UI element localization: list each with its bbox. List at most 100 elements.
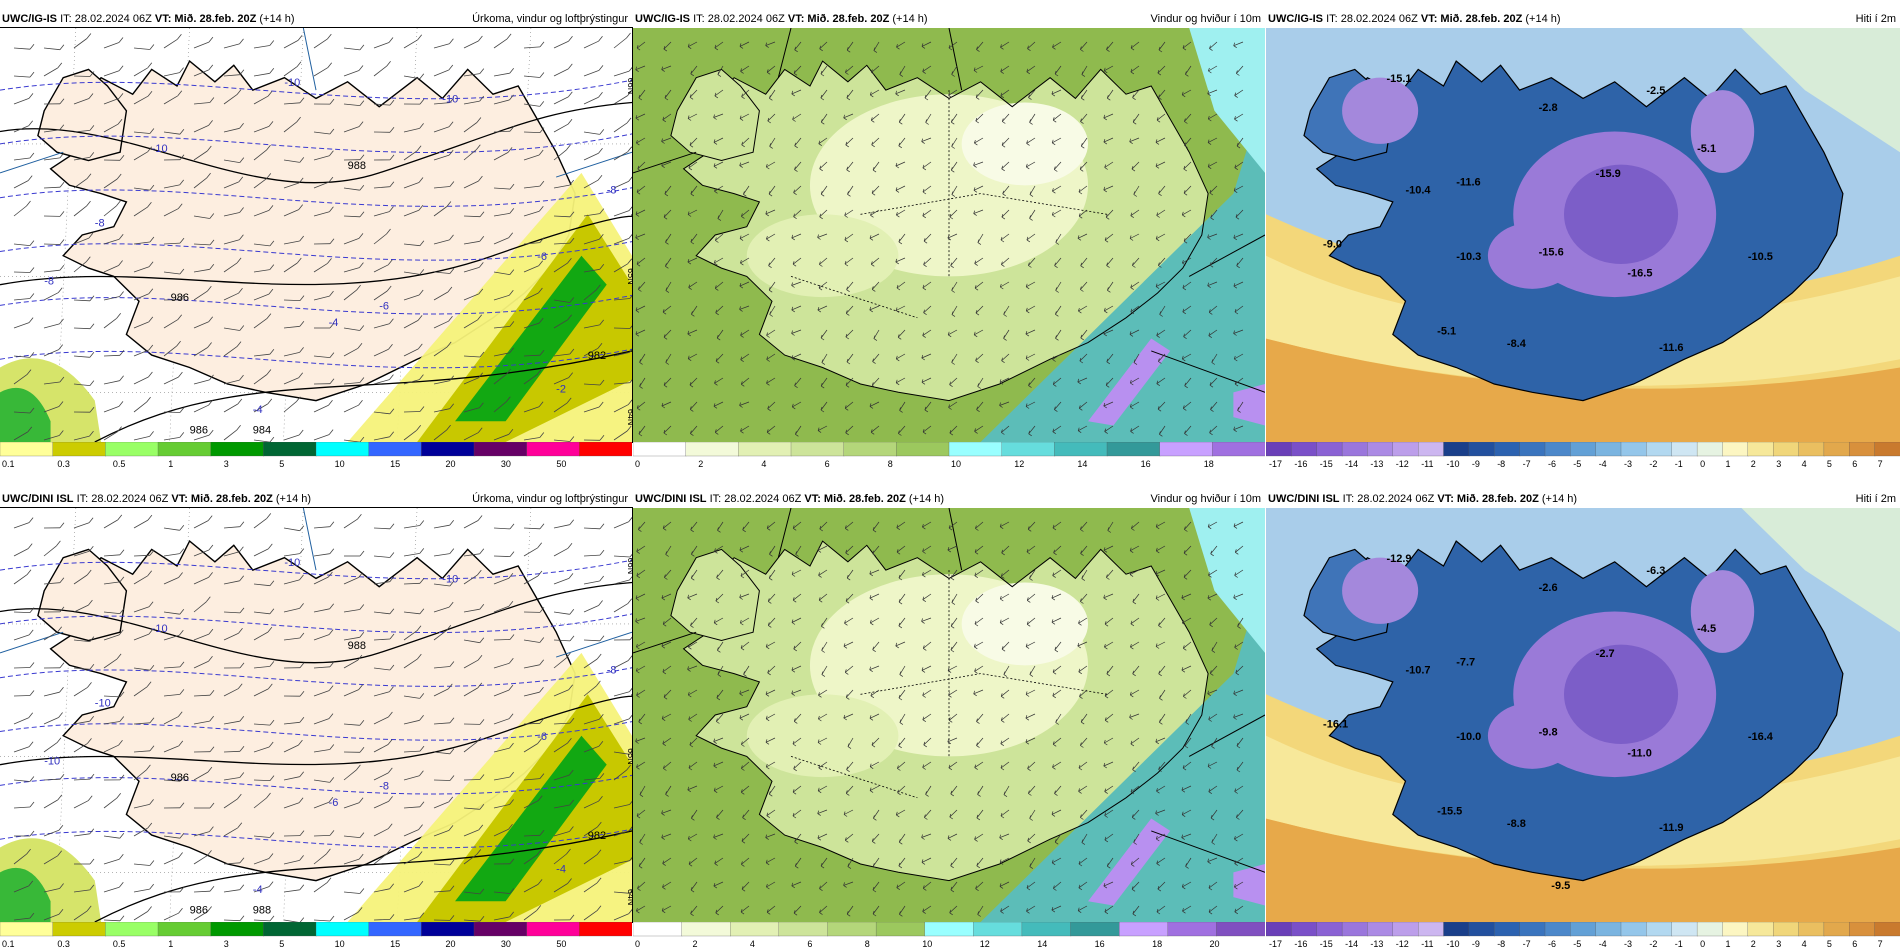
temp-map-panel: UWC/IG-IS IT: 28.02.2024 06Z VT: Mið. 28… <box>1266 10 1900 470</box>
isotherm-label: -10 <box>152 623 168 635</box>
latitude-label: 64N <box>626 889 632 906</box>
colorbar-tick-label: 8 <box>888 459 893 469</box>
colorbar-segment <box>948 442 1003 457</box>
colorbar-tick-label: -2 <box>1649 459 1657 469</box>
isotherm-label: -4 <box>556 863 566 875</box>
colorbar-segment <box>778 922 829 937</box>
colorbar-segment <box>1696 922 1724 937</box>
isotherm-label: -10 <box>442 94 458 106</box>
colorbar-tick-label: 6 <box>1852 939 1857 949</box>
colorbar-segment <box>368 442 423 457</box>
colorbar-segment <box>0 922 54 937</box>
colorbar-segment <box>1418 922 1445 937</box>
colorbar-tick-label: 3 <box>1776 939 1781 949</box>
colorbar-tick-label: 20 <box>1210 939 1220 949</box>
colorbar-tick-label: -15 <box>1320 459 1333 469</box>
init-time: IT: 28.02.2024 06Z <box>709 493 802 505</box>
colorbar-container: 0 2 4 6 8 10 12 14 16 18 20 <box>633 922 1265 950</box>
colorbar-segment <box>1570 922 1597 937</box>
precip-map[interactable]: 988 986 986 982 984 -10 -10 -10 -8 -8 -8 -6 -6 -4 -2 -4… <box>0 27 633 443</box>
wind-arrows <box>635 41 1244 437</box>
meridians <box>633 508 1265 873</box>
colorbar-tick-label: 10 <box>335 459 345 469</box>
temperature-value-label: -6.3 <box>1646 565 1665 577</box>
colorbar-segment <box>1519 442 1546 457</box>
colorbar-segment <box>105 442 159 457</box>
wind-map[interactable] <box>633 508 1265 922</box>
colorbar-segment <box>1443 442 1470 457</box>
colorbar-tick-label: 15 <box>390 939 400 949</box>
colorbar-tick-label: 3 <box>1776 459 1781 469</box>
temperature-value-label: -10.5 <box>1748 251 1773 263</box>
colorbar-tick-label: 10 <box>951 459 961 469</box>
colorbar-segment <box>421 922 475 937</box>
model-name: UWC/DINI ISL <box>1268 493 1340 505</box>
colorbar-tick-label: -16 <box>1294 939 1307 949</box>
colorbar-segment <box>579 922 632 937</box>
init-time: IT: 28.02.2024 06Z <box>693 13 785 25</box>
colorbar-segment <box>1468 922 1495 937</box>
isotherm-label: -8 <box>607 665 617 677</box>
colorbar-segment <box>1823 922 1850 937</box>
colorbar-tick-label: 3 <box>224 459 229 469</box>
init-time: IT: 28.02.2024 06Z <box>60 13 152 25</box>
colorbar-tick-label: -12 <box>1396 459 1409 469</box>
colorbar-segment <box>1519 922 1546 937</box>
temperature-value-label: -11.9 <box>1659 822 1683 834</box>
westfjords-coastline <box>670 548 760 642</box>
temperature-fill <box>1266 28 1900 442</box>
colorbar-tick-label: 12 <box>980 939 990 949</box>
colorbar-tick-label: -15 <box>1320 939 1333 949</box>
colorbar-segment <box>1316 442 1343 457</box>
colorbar-segment <box>473 922 528 937</box>
colorbar-segment <box>1216 922 1265 937</box>
colorbar-tick-label: -9 <box>1472 939 1480 949</box>
colorbar-segment <box>924 922 974 937</box>
lead-time: (+14 h) <box>275 493 312 505</box>
temperature-value-label: -4.5 <box>1697 623 1716 635</box>
colorbar-segment <box>263 922 317 937</box>
wind-barbs <box>13 513 632 922</box>
colorbar-tick-label: -14 <box>1345 939 1358 949</box>
colorbar-segment <box>1722 442 1749 457</box>
colorbar-container: 0 2 4 6 8 10 12 14 16 18 <box>633 442 1265 470</box>
panel-run-info: UWC/IG-IS IT: 28.02.2024 06Z VT: Mið. 28… <box>2 10 295 28</box>
colorbar-segment <box>1570 442 1597 457</box>
precipitation-fill <box>0 652 632 922</box>
temp-map[interactable]: -15.1 -2.8 -2.5 -5.1 -15.9 -11.6 -10.4 -9.0 -10.… <box>1266 28 1900 442</box>
isotherm-label: -6 <box>379 301 389 313</box>
colorbar-tick-label: 2 <box>698 459 703 469</box>
isobars <box>0 581 632 922</box>
precip-map[interactable]: 988 986 986 982 988 -10 -10 -10 -10 -10 -8 -8 -6 -6 -4… <box>0 507 633 923</box>
colorbar-tick-label: 0 <box>1700 939 1705 949</box>
colorbar-tick-label: -9 <box>1472 459 1480 469</box>
isotherm-label: -10 <box>44 756 60 768</box>
colorbar-segment <box>1544 922 1572 937</box>
isotherm-label: -4 <box>253 884 263 896</box>
temp-map[interactable]: -12.9 -2.6 -6.3 -4.5 -2.7 -7.7 -10.7 -16.1 -10.0… <box>1266 508 1900 922</box>
colorbar-segment <box>1291 922 1318 937</box>
isobar-label: 988 <box>348 160 366 172</box>
isobar-label: 988 <box>253 905 271 917</box>
lead-time: (+14 h) <box>892 13 928 25</box>
isotherm-label: -10 <box>284 557 300 569</box>
region-borders <box>790 570 1108 799</box>
colorbar-tick-label: -14 <box>1345 459 1358 469</box>
colorbar-tick-label: -10 <box>1447 939 1460 949</box>
colorbar-segment <box>1212 442 1265 457</box>
colorbar-tick-label: 4 <box>1802 459 1807 469</box>
colorbar-segment <box>1119 922 1169 937</box>
meridians <box>633 28 1265 393</box>
colorbar-segment <box>52 442 107 457</box>
latitude-label: 66N <box>626 78 632 95</box>
temperature-value-label: -12.9 <box>1386 553 1411 565</box>
temperature-value-label: -8.8 <box>1507 818 1526 830</box>
temperature-value-label: -11.6 <box>1659 342 1683 354</box>
colorbar-segment <box>210 442 265 457</box>
isobar-label: 986 <box>190 425 208 437</box>
colorbar-tick-label: 6 <box>807 939 812 949</box>
isobar-label: 984 <box>253 425 271 437</box>
temperature-value-label: -16.4 <box>1748 731 1774 743</box>
isotherm-label: -10 <box>95 698 111 710</box>
wind-map[interactable] <box>633 28 1265 442</box>
